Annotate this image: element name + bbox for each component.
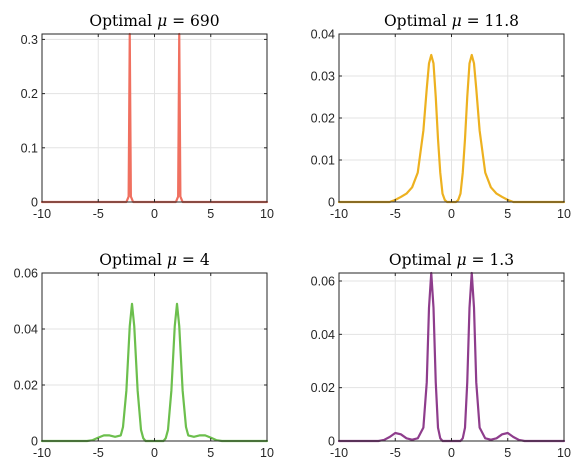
x-tick-label: -10: [33, 446, 51, 460]
y-tick-label: 0.04: [14, 323, 38, 337]
subplot-title: Optimal μ = 690: [89, 12, 219, 30]
y-tick-label: 0.06: [311, 275, 335, 289]
y-tick-label: 0.04: [311, 28, 335, 42]
subplot-title: Optimal μ = 4: [99, 251, 210, 269]
x-tick-label: 0: [448, 207, 455, 221]
y-tick-label: 0.2: [21, 87, 38, 101]
y-tick-label: 0: [31, 196, 38, 210]
y-tick-label: 0.02: [311, 112, 335, 126]
x-tick-label: 5: [207, 207, 214, 221]
x-tick-label: -5: [93, 207, 104, 221]
subplot-4: -10 -5 0 5 10 0 0.02 0.04 0.06 Optimal μ = 1.3: [311, 251, 571, 460]
y-tick-label: 0: [31, 435, 38, 449]
y-tick-label: 0: [328, 196, 335, 210]
x-tick-label: -10: [330, 446, 348, 460]
y-tick-label: 0: [328, 435, 335, 449]
x-tick-label: 10: [557, 446, 571, 460]
x-tick-label: 10: [260, 446, 274, 460]
subplot-3: -10 -5 0 5 10 0 0.02 0.04 0.06 Optimal μ = 4: [14, 251, 274, 460]
subplot-2: -10 -5 0 5 10 0 0.01 0.02 0.03 0.04 Optimal μ = 11…: [311, 12, 571, 221]
x-tick-label: 10: [260, 207, 274, 221]
subplot-title: Optimal μ = 11.8: [384, 12, 519, 30]
y-tick-label: 0.03: [311, 70, 335, 84]
x-tick-label: -5: [93, 446, 104, 460]
x-tick-label: 0: [151, 446, 158, 460]
y-tick-label: 0.01: [311, 154, 335, 168]
x-tick-label: 5: [504, 446, 511, 460]
x-tick-label: -10: [33, 207, 51, 221]
x-tick-label: 0: [151, 207, 158, 221]
x-tick-label: 5: [207, 446, 214, 460]
x-tick-label: 5: [504, 207, 511, 221]
x-tick-label: 0: [448, 446, 455, 460]
y-tick-label: 0.02: [14, 379, 38, 393]
x-tick-label: -5: [390, 207, 401, 221]
y-tick-label: 0.3: [21, 33, 38, 47]
x-tick-label: -10: [330, 207, 348, 221]
x-tick-label: 10: [557, 207, 571, 221]
subplot-title: Optimal μ = 1.3: [389, 251, 514, 269]
x-tick-label: -5: [390, 446, 401, 460]
y-tick-label: 0.06: [14, 267, 38, 281]
y-tick-label: 0.04: [311, 328, 335, 342]
y-tick-label: 0.1: [21, 141, 38, 155]
y-tick-label: 0.02: [311, 381, 335, 395]
subplot-1: -10 -5 0 5 10 0 0.1 0.2 0.3 Optimal μ = 690: [21, 12, 274, 221]
